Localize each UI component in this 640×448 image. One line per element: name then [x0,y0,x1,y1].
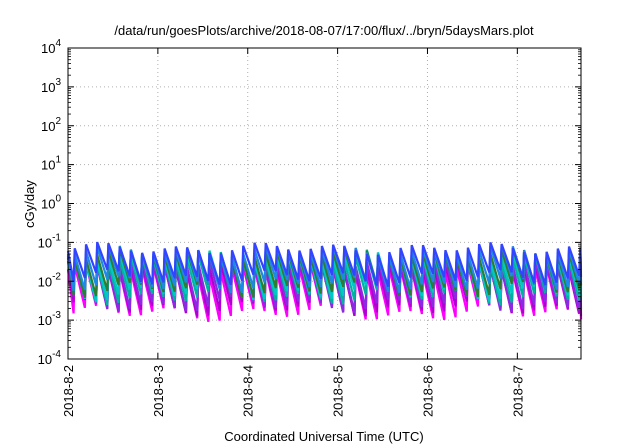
y-tick-labels: 10-4 10-3 10-2 10-1 100 101 102 103 104 [38,38,62,367]
x-tick-label: 2018-8-5 [331,365,346,417]
y-tick-label: 103 [41,77,61,95]
y-tick-label: 101 [41,155,61,173]
x-axis-label: Coordinated Universal Time (UTC) [224,429,423,444]
y-tick-label: 102 [41,116,61,134]
x-tick-label: 2018-8-6 [420,365,435,417]
x-tick-label: 2018-8-3 [151,365,166,417]
ticks [67,47,581,360]
series-line [66,241,583,288]
y-tick-label: 100 [41,194,61,212]
x-tick-labels: 2018-8-2 2018-8-3 2018-8-4 2018-8-5 2018-8-6… [61,365,525,417]
x-tick-label: 2018-8-4 [241,365,256,417]
y-tick-label: 104 [41,38,61,56]
chart-title: /data/run/goesPlots/archive/2018-08-07/1… [114,23,534,38]
y-tick-label: 10-4 [38,349,62,367]
y-tick-label: 10-1 [38,232,62,250]
y-axis-label: cGy/day [22,180,37,228]
plot-lines [66,241,583,323]
y-tick-label: 10-3 [38,310,62,328]
x-tick-label: 2018-8-2 [61,365,76,417]
x-tick-label: 2018-8-7 [510,365,525,417]
y-tick-label: 10-2 [38,271,62,289]
grid [68,48,581,359]
